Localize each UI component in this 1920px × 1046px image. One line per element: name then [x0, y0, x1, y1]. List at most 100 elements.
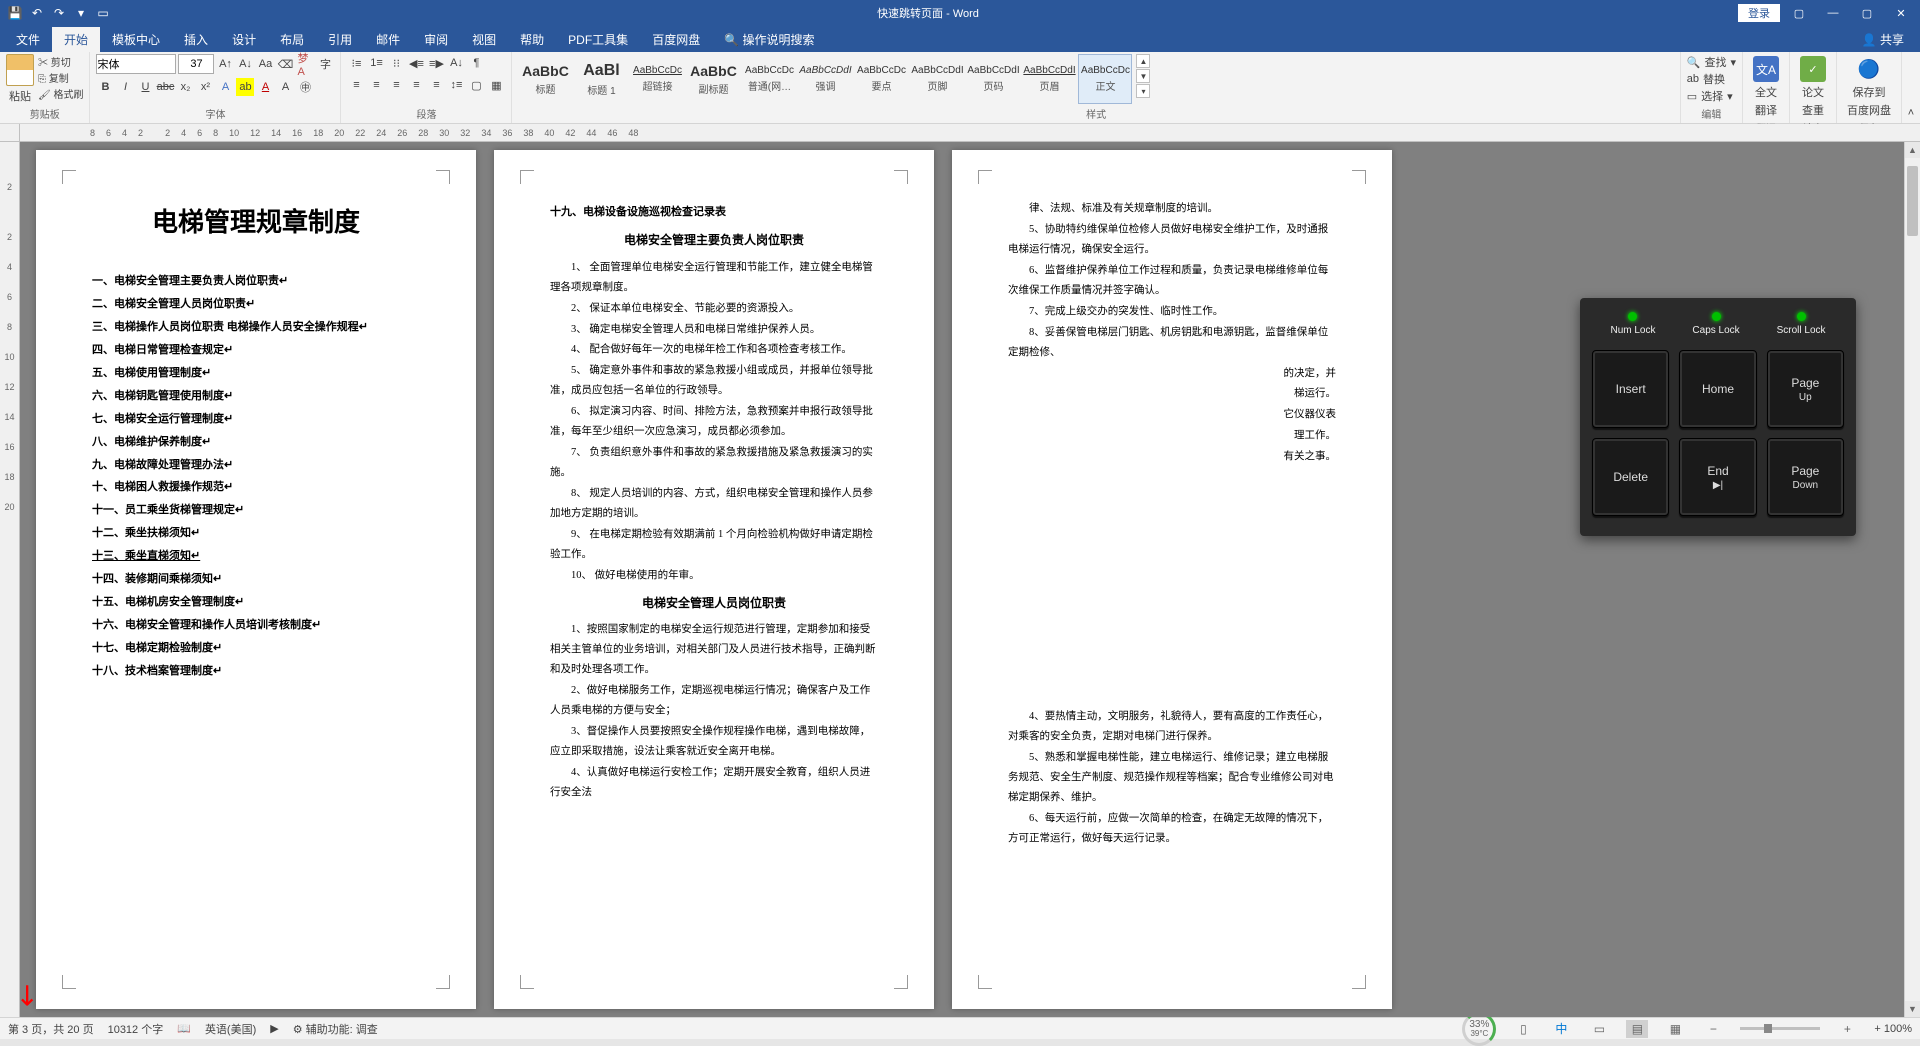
document-scroll[interactable]: 电梯管理规章制度 一、电梯安全管理主要负责人岗位职责↵二、电梯安全管理人员岗位职…	[20, 142, 1904, 1017]
zoom-slider[interactable]	[1740, 1027, 1820, 1030]
redo-icon[interactable]: ↷	[50, 4, 68, 22]
scroll-down-icon[interactable]: ▼	[1905, 1001, 1920, 1017]
tab-template[interactable]: 模板中心	[100, 27, 172, 52]
select-button[interactable]: ▭ 选择 ▾	[1687, 88, 1733, 104]
status-words[interactable]: 10312 个字	[108, 1021, 164, 1037]
enclose-char-icon[interactable]: ㊥	[296, 78, 314, 96]
status-language[interactable]: 英语(美国)	[205, 1021, 256, 1037]
status-page[interactable]: 第 3 页，共 20 页	[8, 1021, 94, 1037]
tab-review[interactable]: 审阅	[412, 27, 460, 52]
save-baidu-button[interactable]: 🔵 保存到 百度网盘	[1843, 54, 1895, 120]
align-left-icon[interactable]: ≡	[347, 76, 365, 94]
login-button[interactable]: 登录	[1738, 4, 1780, 22]
tab-pdf[interactable]: PDF工具集	[556, 27, 640, 52]
web-layout-icon[interactable]: ▦	[1664, 1020, 1686, 1038]
zoom-out-icon[interactable]: −	[1702, 1020, 1724, 1038]
tab-home[interactable]: 开始	[52, 27, 100, 52]
style-box-9[interactable]: AaBbCcDdI页眉	[1022, 54, 1076, 104]
align-right-icon[interactable]: ≡	[387, 76, 405, 94]
change-case-icon[interactable]: Aa	[256, 55, 274, 73]
format-painter-button[interactable]: 🖌 格式刷	[38, 86, 83, 101]
touch-mode-icon[interactable]: ▭	[94, 4, 112, 22]
style-box-7[interactable]: AaBbCcDdI页脚	[910, 54, 964, 104]
style-box-5[interactable]: AaBbCcDdI强调	[798, 54, 852, 104]
strikethrough-icon[interactable]: abc	[156, 78, 174, 96]
paste-button[interactable]: 粘贴	[6, 54, 34, 104]
read-mode-icon[interactable]: ▭	[1588, 1020, 1610, 1038]
subscript-icon[interactable]: x₂	[176, 78, 194, 96]
borders-icon[interactable]: ▦	[487, 76, 505, 94]
font-size-select[interactable]	[178, 54, 214, 74]
vertical-ruler[interactable]: 22468101214161820	[0, 142, 20, 1017]
page-1[interactable]: 电梯管理规章制度 一、电梯安全管理主要负责人岗位职责↵二、电梯安全管理人员岗位职…	[36, 150, 476, 1009]
collapse-ribbon-icon[interactable]: ˄	[1902, 52, 1920, 123]
style-box-4[interactable]: AaBbCcDc普通(网…	[742, 54, 796, 104]
horizontal-ruler[interactable]: 8642246810121416182022242628303234363840…	[20, 124, 1920, 142]
tab-mailings[interactable]: 邮件	[364, 27, 412, 52]
clear-format-icon[interactable]: ⌫	[276, 55, 294, 73]
justify-icon[interactable]: ≡	[407, 76, 425, 94]
phonetic-icon[interactable]: 梦A	[296, 55, 314, 73]
underline-icon[interactable]: U	[136, 78, 154, 96]
qat-more-icon[interactable]: ▾	[72, 4, 90, 22]
tell-me-search[interactable]: 🔍 操作说明搜索	[712, 27, 826, 52]
tab-insert[interactable]: 插入	[172, 27, 220, 52]
save-icon[interactable]: 💾	[6, 4, 24, 22]
ribbon-options-icon[interactable]: ▢	[1784, 1, 1814, 25]
char-shading-icon[interactable]: A	[276, 78, 294, 96]
increase-indent-icon[interactable]: ≡▶	[427, 54, 445, 72]
styles-more-icon[interactable]: ▾	[1136, 84, 1150, 98]
italic-icon[interactable]: I	[116, 78, 134, 96]
find-button[interactable]: 🔍 查找 ▾	[1687, 54, 1736, 70]
scroll-up-icon[interactable]: ▲	[1905, 142, 1920, 158]
tab-baidu[interactable]: 百度网盘	[640, 27, 712, 52]
copy-button[interactable]: ⎘ 复制	[38, 70, 83, 85]
tab-file[interactable]: 文件	[4, 27, 52, 52]
style-box-3[interactable]: AaBbC副标题	[686, 54, 740, 104]
decrease-indent-icon[interactable]: ◀≡	[407, 54, 425, 72]
vertical-scrollbar[interactable]: ▲ ▼	[1904, 142, 1920, 1017]
align-center-icon[interactable]: ≡	[367, 76, 385, 94]
paper-check-button[interactable]: ✓ 论文 查重	[1796, 54, 1830, 120]
print-layout-icon[interactable]: ▤	[1626, 1020, 1648, 1038]
styles-up-icon[interactable]: ▲	[1136, 54, 1150, 68]
status-accessibility[interactable]: ⚙ 辅助功能: 调查	[293, 1021, 378, 1037]
maximize-icon[interactable]: ▢	[1852, 1, 1882, 25]
sort-icon[interactable]: A↓	[447, 54, 465, 72]
undo-icon[interactable]: ↶	[28, 4, 46, 22]
styles-down-icon[interactable]: ▼	[1136, 69, 1150, 83]
grow-font-icon[interactable]: A↑	[216, 55, 234, 73]
share-button[interactable]: 👤 共享	[1850, 27, 1916, 52]
text-effects-icon[interactable]: A	[216, 78, 234, 96]
close-icon[interactable]: ✕	[1886, 1, 1916, 25]
tab-references[interactable]: 引用	[316, 27, 364, 52]
zoom-in-icon[interactable]: +	[1836, 1020, 1858, 1038]
numbering-icon[interactable]: 1≡	[367, 54, 385, 72]
minimize-icon[interactable]: —	[1818, 1, 1848, 25]
tab-layout[interactable]: 布局	[268, 27, 316, 52]
font-color-icon[interactable]: A	[256, 78, 274, 96]
distribute-icon[interactable]: ≡	[427, 76, 445, 94]
tab-view[interactable]: 视图	[460, 27, 508, 52]
replace-button[interactable]: ab 替换	[1687, 71, 1725, 87]
status-spellcheck-icon[interactable]: 📖	[177, 1022, 191, 1035]
scroll-thumb[interactable]	[1907, 166, 1918, 236]
shrink-font-icon[interactable]: A↓	[236, 55, 254, 73]
zoom-level[interactable]: + 100%	[1874, 1023, 1912, 1035]
multilevel-icon[interactable]: ⁝⁝	[387, 54, 405, 72]
bold-icon[interactable]: B	[96, 78, 114, 96]
style-box-10[interactable]: AaBbCcDc正文	[1078, 54, 1132, 104]
style-box-6[interactable]: AaBbCcDc要点	[854, 54, 908, 104]
cut-button[interactable]: ✂ 剪切	[38, 54, 83, 69]
tab-design[interactable]: 设计	[220, 27, 268, 52]
tab-help[interactable]: 帮助	[508, 27, 556, 52]
bullets-icon[interactable]: ⁝≡	[347, 54, 365, 72]
line-spacing-icon[interactable]: ↕≡	[447, 76, 465, 94]
highlight-icon[interactable]: ab	[236, 78, 254, 96]
translate-button[interactable]: 文A 全文 翻译	[1749, 54, 1783, 120]
font-name-select[interactable]	[96, 54, 176, 74]
focus-mode-icon[interactable]: ▯	[1512, 1020, 1534, 1038]
style-box-1[interactable]: AaBl标题 1	[574, 54, 628, 104]
style-box-2[interactable]: AaBbCcDc超链接	[630, 54, 684, 104]
char-border-icon[interactable]: 字	[316, 55, 334, 73]
